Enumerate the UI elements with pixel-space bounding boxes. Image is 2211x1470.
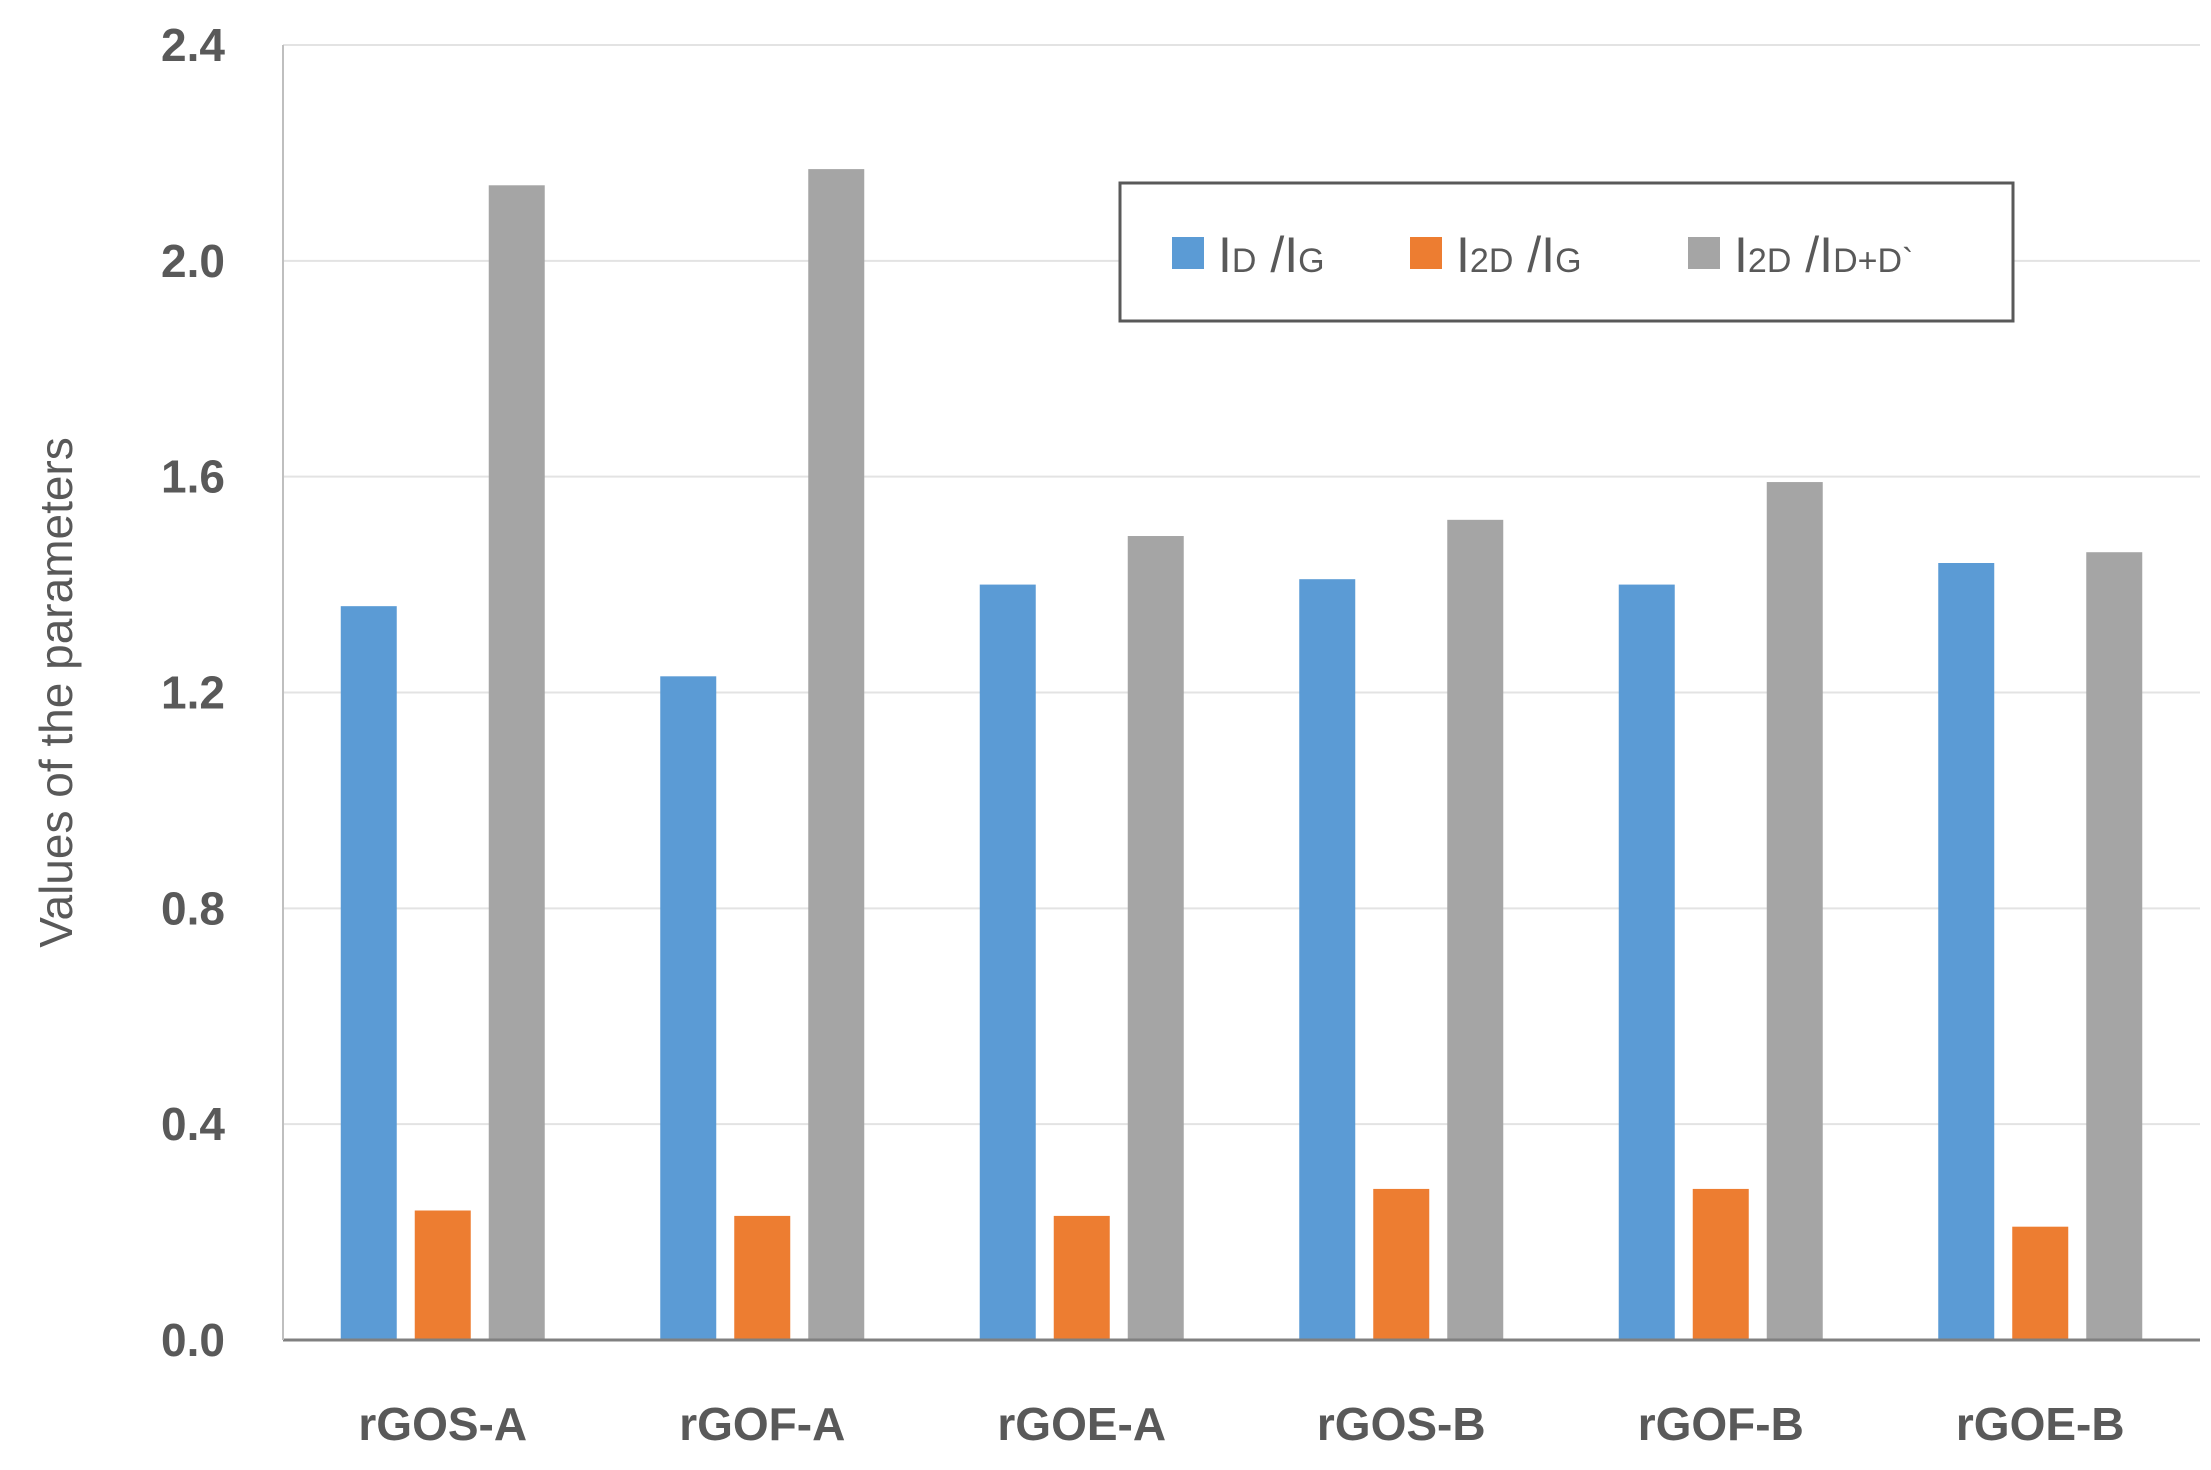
legend-text-part: / xyxy=(1791,227,1819,283)
legend-subscript: G xyxy=(1555,242,1581,280)
bar-rGOF-A-series-0 xyxy=(660,676,717,1340)
legend-label: I2D /ID+D` xyxy=(1734,227,1913,283)
legend-entry-0: ID /IG xyxy=(1172,227,1325,283)
legend-swatch xyxy=(1410,237,1442,269)
bar-rGOE-B-series-1 xyxy=(2012,1226,2069,1340)
x-tick-label: rGOF-A xyxy=(679,1398,845,1450)
legend-subscript: 2D xyxy=(1470,242,1513,280)
bar-rGOE-A-series-0 xyxy=(979,584,1036,1340)
bar-rGOS-B-series-0 xyxy=(1299,579,1356,1340)
y-axis-ticks: 0.0 0.4 0.8 1.2 1.6 2.0 2.4 xyxy=(161,19,225,1366)
bar-rGOE-A-series-1 xyxy=(1053,1215,1110,1340)
y-tick-label: 1.2 xyxy=(161,667,225,719)
legend-entry-2: I2D /ID+D` xyxy=(1688,227,1913,283)
bar-rGOS-B-series-2 xyxy=(1447,519,1504,1340)
x-tick-label: rGOE-A xyxy=(997,1398,1166,1450)
legend-label: ID /IG xyxy=(1218,227,1325,283)
legend-label: I2D /IG xyxy=(1456,227,1582,283)
bar-rGOE-B-series-0 xyxy=(1938,563,1995,1340)
y-tick-label: 2.0 xyxy=(161,235,225,287)
y-tick-label: 0.4 xyxy=(161,1098,225,1150)
legend-text-part: I xyxy=(1284,227,1298,283)
x-axis-ticks: rGOS-A rGOF-A rGOE-A rGOS-B rGOF-B rGOE-B xyxy=(358,1398,2124,1450)
bar-rGOS-A-series-1 xyxy=(414,1210,471,1340)
x-tick-label: rGOE-B xyxy=(1956,1398,2125,1450)
bar-rGOE-B-series-2 xyxy=(2086,552,2143,1340)
bar-rGOS-A-series-2 xyxy=(488,185,545,1341)
y-tick-label: 2.4 xyxy=(161,19,225,71)
legend-text-part: / xyxy=(1256,227,1284,283)
legend-subscript: D+D` xyxy=(1833,242,1913,280)
legend-text-part: I xyxy=(1456,227,1470,283)
legend-text-part: I xyxy=(1819,227,1833,283)
legend-swatch xyxy=(1688,237,1720,269)
legend-swatch xyxy=(1172,237,1204,269)
y-axis-label: Values of the parameters xyxy=(30,437,82,948)
bar-rGOS-A-series-0 xyxy=(340,606,397,1340)
bar-rGOE-A-series-2 xyxy=(1127,536,1184,1340)
bar-rGOF-A-series-2 xyxy=(808,169,865,1341)
legend-text-part: / xyxy=(1513,227,1541,283)
legend-entry-1: I2D /IG xyxy=(1410,227,1582,283)
x-tick-label: rGOS-B xyxy=(1317,1398,1486,1450)
bar-rGOF-A-series-1 xyxy=(734,1215,791,1340)
legend-text-part: I xyxy=(1218,227,1232,283)
legend-box xyxy=(1118,181,2015,323)
y-tick-label: 0.0 xyxy=(161,1314,225,1366)
legend-text-part: I xyxy=(1541,227,1555,283)
y-tick-label: 0.8 xyxy=(161,882,225,934)
bar-rGOF-B-series-2 xyxy=(1766,482,1823,1340)
legend-subscript: D xyxy=(1232,242,1257,280)
x-tick-label: rGOS-A xyxy=(358,1398,527,1450)
x-tick-label: rGOF-B xyxy=(1638,1398,1804,1450)
legend-text-part: I xyxy=(1734,227,1748,283)
y-tick-label: 1.6 xyxy=(161,451,225,503)
bar-rGOF-B-series-1 xyxy=(1692,1188,1749,1340)
bar-rGOS-B-series-1 xyxy=(1373,1188,1430,1340)
legend-subscript: 2D xyxy=(1748,242,1791,280)
legend-subscript: G xyxy=(1298,242,1324,280)
legend: ID /IG I2D /IG I2D /ID+D` xyxy=(1118,181,2015,323)
bar-rGOF-B-series-0 xyxy=(1618,584,1675,1340)
bars xyxy=(340,169,2143,1341)
